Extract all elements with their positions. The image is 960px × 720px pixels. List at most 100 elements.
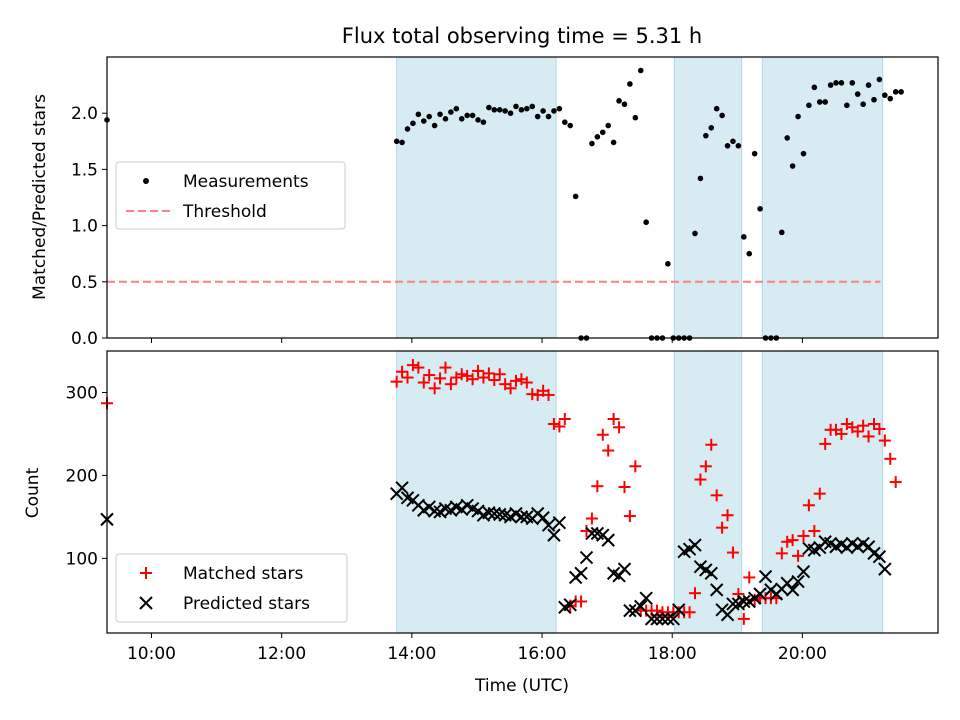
measurement-point [507,110,514,116]
measurement-point [540,108,546,114]
predicted-star-point [623,603,637,618]
measurement-point [757,205,763,212]
measurement-point [854,91,861,97]
matched-star-point [835,427,848,440]
shaded-interval [396,351,557,633]
predicted-star-point [791,574,805,589]
y-tick-label: 0.5 [71,273,98,293]
predicted-star-point [634,599,648,614]
measurement-point [844,102,850,109]
matched-star-point [396,365,409,378]
bottom-panel: 100 200 300 10:00 12:00 14:00 16:00 18:00 20:00… [23,350,939,696]
predicted-star-point [585,526,599,541]
measurement-point [637,67,644,74]
matched-star-point [488,374,501,387]
measurement-point [534,113,541,120]
bottom-axes-frame [106,350,939,634]
matched-star-point [406,359,419,372]
measurement-point [735,142,742,149]
matched-star-point [428,382,441,395]
measurement-point [524,105,530,112]
measurement-point [453,105,460,112]
measurement-point [448,109,454,115]
measurement-point [882,92,888,99]
measurement-point [898,89,904,95]
measurement-point [486,104,492,111]
matched-star-point [390,375,403,388]
shaded-interval [762,351,883,633]
matched-star-point [889,476,902,489]
matched-star-point [412,361,425,374]
measurement-point [475,117,481,123]
measurement-point [860,101,866,108]
predicted-star-point [650,612,664,626]
matched-star-point [819,437,832,450]
matched-star-point [504,382,517,395]
predicted-star-point [726,597,740,611]
predicted-star-point [709,583,724,597]
measurement-point [741,234,747,240]
measurement-point [545,113,552,120]
matched-star-point [444,378,457,391]
measurement-point [621,101,628,108]
y-tick-label: 0.0 [71,329,98,349]
predicted-star-point [704,566,718,580]
predicted-star-point [655,612,670,626]
matched-star-point [455,368,468,381]
matched-star-point [472,364,485,377]
measurement-point [431,122,438,129]
predicted-star-point [579,550,594,565]
matched-star-point [547,417,560,430]
matched-star-point [726,546,739,559]
measurement-point [562,119,568,125]
measurement-point [480,119,487,125]
predicted-star-point [688,538,702,552]
measurement-point [784,135,791,141]
measurement-point [838,80,845,86]
measurement-point [567,122,574,129]
legend-measurements-marker [143,178,149,184]
matched-star-point [716,521,729,534]
matched-star-point [786,534,799,547]
measurement-point [730,138,736,145]
matched-star-point [623,510,636,523]
measurement-point [789,163,796,169]
matched-star-point [781,535,794,548]
measurement-point [665,261,671,267]
measurement-point [849,80,856,86]
matched-star-point [629,460,642,473]
measurement-point [464,112,470,119]
shaded-interval [674,57,742,338]
predicted-star-point [639,591,653,605]
x-tick-label: 10:00 [127,644,176,664]
matched-star-point [482,367,495,380]
measurement-point [827,82,834,88]
bottom-ylabel: Count [23,467,43,518]
measurement-point [410,120,416,127]
predicted-star-point [487,506,502,521]
bottom-xlabel: Time (UTC) [474,676,569,696]
measurement-point [594,134,601,140]
matched-star-point [699,460,712,473]
y-tick-label: 1.5 [71,160,98,180]
matched-star-point [509,374,522,387]
top-shaded-intervals [396,57,884,338]
measurement-point [420,118,427,124]
matched-star-point [618,481,631,494]
predicted-star-point [661,612,675,626]
measurement-point [415,111,422,118]
predicted-star-point [574,566,588,580]
matched-star-point [797,529,810,542]
measurement-point [502,108,508,114]
predicted-star-point [796,564,811,579]
matched-star-point [520,376,533,389]
matched-star-point [857,419,870,432]
legend-measurements-label: Measurements [183,172,309,192]
legend-matched-marker [140,567,152,579]
matched-star-point [558,413,571,426]
bottom-shaded-intervals [396,351,884,633]
matched-star-point [423,369,436,382]
measurement-point [589,140,595,147]
measurement-point [551,108,557,114]
